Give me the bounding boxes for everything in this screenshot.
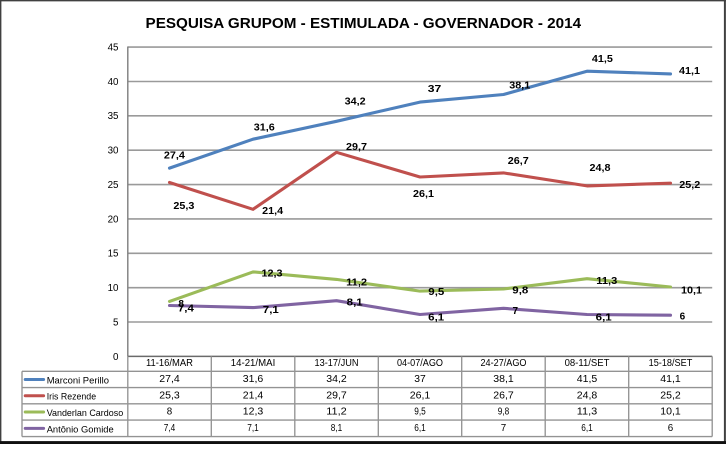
- svg-text:15: 15: [108, 249, 119, 260]
- svg-text:34,2: 34,2: [345, 96, 366, 107]
- svg-text:Marconi Perillo: Marconi Perillo: [47, 376, 109, 387]
- svg-text:PESQUISA GRUPOM - ESTIMULADA -: PESQUISA GRUPOM - ESTIMULADA - GOVERNADO…: [146, 15, 582, 32]
- svg-text:15-18/SET: 15-18/SET: [649, 358, 693, 369]
- svg-text:9,8: 9,8: [498, 407, 510, 418]
- svg-text:7,4: 7,4: [178, 304, 194, 315]
- svg-text:0: 0: [113, 352, 119, 363]
- svg-text:Iris Rezende: Iris Rezende: [47, 392, 96, 403]
- svg-text:41,5: 41,5: [577, 374, 598, 385]
- svg-text:24,8: 24,8: [590, 163, 611, 174]
- svg-text:30: 30: [108, 146, 119, 157]
- svg-text:12,3: 12,3: [243, 407, 264, 418]
- svg-text:08-11/SET: 08-11/SET: [565, 358, 610, 369]
- svg-text:8,1: 8,1: [331, 423, 343, 434]
- svg-text:Vanderlan Cardoso: Vanderlan Cardoso: [47, 408, 124, 419]
- svg-text:37: 37: [428, 84, 442, 95]
- svg-text:26,1: 26,1: [413, 189, 434, 200]
- svg-text:31,6: 31,6: [254, 123, 275, 134]
- svg-text:7: 7: [501, 423, 506, 434]
- svg-text:25: 25: [108, 180, 119, 191]
- svg-text:6: 6: [668, 423, 674, 434]
- svg-text:11,3: 11,3: [577, 407, 598, 418]
- svg-text:10,1: 10,1: [660, 407, 681, 418]
- svg-text:11-16/MAR: 11-16/MAR: [146, 358, 193, 369]
- svg-text:26,7: 26,7: [508, 156, 529, 167]
- svg-text:5: 5: [113, 317, 119, 328]
- svg-text:37: 37: [414, 374, 426, 385]
- svg-text:04-07/AGO: 04-07/AGO: [397, 358, 443, 369]
- svg-text:40: 40: [108, 77, 119, 88]
- svg-text:11,3: 11,3: [596, 276, 617, 287]
- svg-text:25,2: 25,2: [660, 390, 681, 401]
- svg-text:11,2: 11,2: [346, 278, 367, 289]
- svg-text:8,1: 8,1: [347, 297, 363, 308]
- svg-text:14-21/MAI: 14-21/MAI: [231, 358, 276, 369]
- svg-text:6,1: 6,1: [596, 313, 612, 324]
- svg-text:6: 6: [680, 311, 686, 322]
- svg-text:41,1: 41,1: [679, 66, 700, 77]
- svg-text:41,5: 41,5: [592, 54, 613, 65]
- svg-text:6,1: 6,1: [581, 423, 593, 434]
- svg-text:24,8: 24,8: [577, 390, 598, 401]
- svg-text:11,2: 11,2: [326, 407, 347, 418]
- svg-text:25,3: 25,3: [173, 201, 194, 212]
- svg-text:34,2: 34,2: [326, 374, 347, 385]
- svg-text:29,7: 29,7: [326, 390, 347, 401]
- svg-text:7,4: 7,4: [164, 423, 176, 434]
- svg-text:6,1: 6,1: [428, 313, 444, 324]
- svg-text:24-27/AGO: 24-27/AGO: [481, 358, 527, 369]
- svg-text:27,4: 27,4: [164, 151, 185, 162]
- svg-text:21,4: 21,4: [262, 206, 283, 217]
- svg-text:25,3: 25,3: [159, 390, 180, 401]
- svg-text:8: 8: [167, 407, 173, 418]
- svg-text:25,2: 25,2: [679, 180, 700, 191]
- svg-text:6,1: 6,1: [414, 423, 426, 434]
- svg-text:38,1: 38,1: [493, 374, 514, 385]
- svg-text:45: 45: [108, 43, 119, 54]
- svg-text:38,1: 38,1: [509, 80, 530, 91]
- svg-text:29,7: 29,7: [346, 142, 367, 153]
- svg-text:21,4: 21,4: [243, 390, 264, 401]
- svg-text:7,1: 7,1: [247, 423, 259, 434]
- svg-text:10,1: 10,1: [681, 286, 702, 297]
- svg-text:7: 7: [513, 306, 519, 317]
- svg-text:41,1: 41,1: [660, 374, 681, 385]
- svg-text:9,5: 9,5: [428, 287, 444, 298]
- svg-text:13-17/JUN: 13-17/JUN: [315, 358, 359, 369]
- svg-text:20: 20: [108, 214, 119, 225]
- svg-text:35: 35: [108, 111, 119, 122]
- svg-text:9,5: 9,5: [414, 407, 426, 418]
- svg-text:26,1: 26,1: [410, 390, 431, 401]
- svg-text:8: 8: [178, 299, 184, 310]
- svg-text:12,3: 12,3: [262, 269, 283, 280]
- svg-text:26,7: 26,7: [493, 390, 514, 401]
- svg-text:31,6: 31,6: [243, 374, 264, 385]
- svg-text:Antônio Gomide: Antônio Gomide: [47, 424, 114, 435]
- svg-text:7,1: 7,1: [263, 305, 279, 316]
- svg-text:10: 10: [108, 283, 119, 294]
- svg-text:27,4: 27,4: [159, 374, 180, 385]
- svg-text:9,8: 9,8: [512, 286, 528, 297]
